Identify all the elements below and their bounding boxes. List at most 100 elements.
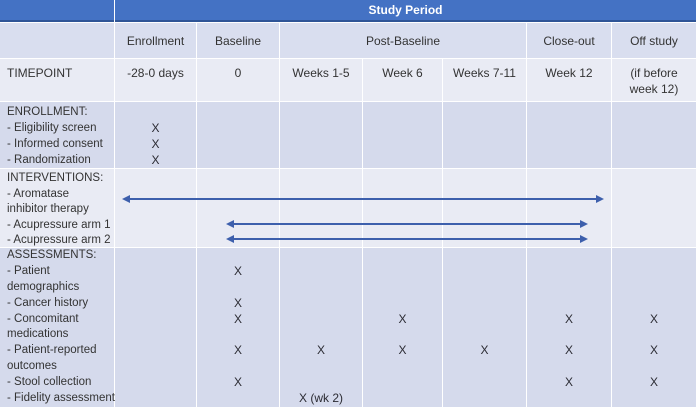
table-line [363, 375, 442, 391]
table-line [443, 264, 526, 280]
timepoint-weeks-1-5: Weeks 1-5 [280, 59, 362, 101]
table-line: X [151, 137, 160, 151]
enrollment-marks-baseline [197, 102, 279, 168]
table-line [612, 280, 696, 296]
column-header-enrollment: Enrollment [115, 23, 196, 58]
table-line: - Aromatase [7, 187, 69, 200]
table-line [443, 280, 526, 296]
table-line [197, 327, 279, 343]
table-line: inhibitor therapy [7, 203, 89, 216]
header-corner-cell [0, 23, 114, 58]
column-header-baseline: Baseline [197, 23, 279, 58]
table-line [363, 248, 442, 264]
table-line [612, 327, 696, 343]
table-line: - Cancer history [7, 296, 89, 309]
timepoint-weeks-7-11: Weeks 7-11 [443, 59, 526, 101]
table-line: X [151, 121, 160, 135]
table-line [527, 264, 611, 280]
table-line [280, 312, 362, 328]
table-line: X [233, 295, 242, 310]
table-line: - Acupressure arm 1 [7, 218, 111, 231]
interventions-cell-week-12 [527, 169, 611, 247]
interventions-cell-enrollment [115, 169, 196, 247]
table-line [443, 391, 526, 407]
assessments-label-cell: ASSESSMENTS: - Patient demographics - Cance… [0, 248, 116, 407]
table-line [527, 248, 611, 264]
table-line: - Eligibility screen [7, 122, 97, 134]
table-line [612, 248, 696, 264]
interventions-label-cell: INTERVENTIONS: - Aromatase inhibitor thera… [0, 169, 114, 247]
table-line [363, 359, 442, 375]
timepoint-label: TIMEPOINT [0, 59, 114, 101]
table-line: ASSESSMENTS: [7, 249, 97, 261]
table-line: X [649, 311, 658, 326]
table-line [612, 359, 696, 375]
table-line: X [649, 375, 658, 390]
column-header-post-baseline: Post-Baseline [280, 23, 526, 58]
table-line [612, 391, 696, 407]
table-line: - Acupressure arm 2 [7, 234, 111, 247]
table-line [527, 327, 611, 343]
table-line: X [564, 311, 573, 326]
table-line [197, 391, 279, 407]
table-line: - Patient [7, 264, 50, 277]
assessments-marks-week-12: X X X [527, 248, 611, 407]
table-line [280, 296, 362, 312]
table-line: X [564, 343, 573, 358]
table-line: X [233, 375, 242, 390]
table-line [363, 280, 442, 296]
enrollment-marks-week-12 [527, 102, 611, 168]
table-line: X [480, 343, 489, 358]
table-line [280, 248, 362, 264]
interventions-cell-weeks-7-11 [443, 169, 526, 247]
table-line [443, 327, 526, 343]
enrollment-marks-weeks-7-11 [443, 102, 526, 168]
enrollment-marks-weeks-1-5 [280, 102, 362, 168]
timepoint-week-6: Week 6 [363, 59, 442, 101]
interventions-cell-week-6 [363, 169, 442, 247]
table-line [197, 280, 279, 296]
table-line [280, 359, 362, 375]
table-line: X [316, 343, 325, 358]
table-line: medications [7, 328, 69, 341]
table-line [280, 280, 362, 296]
timepoint-baseline: 0 [197, 59, 279, 101]
table-line [443, 312, 526, 328]
assessments-marks-weeks-1-5: X X (wk 2) [280, 248, 362, 407]
table-line: X [398, 343, 407, 358]
table-line [443, 375, 526, 391]
table-line: - Fidelity assessment [7, 392, 116, 405]
table-line [612, 296, 696, 312]
table-line: ENROLLMENT: [7, 106, 88, 118]
assessments-marks-enrollment [115, 248, 196, 407]
interventions-cell-baseline [197, 169, 279, 247]
table-line [197, 359, 279, 375]
table-line: - Stool collection [7, 376, 92, 389]
table-line: X [233, 263, 242, 278]
banner-corner-cell [0, 0, 114, 22]
table-line [115, 104, 196, 120]
table-line: - Randomization [7, 154, 91, 166]
study-period-banner: Study Period [115, 0, 696, 22]
table-line: INTERVENTIONS: [7, 172, 104, 184]
interventions-cell-weeks-1-5 [280, 169, 362, 247]
table-line [527, 391, 611, 407]
enrollment-marks-week-6 [363, 102, 442, 168]
table-line: - Informed consent [7, 138, 103, 150]
table-line: X [151, 153, 160, 167]
table-line: X [649, 343, 658, 358]
timepoint-off-study: (if before week 12) [612, 59, 696, 101]
table-line [443, 296, 526, 312]
interventions-cell-off-study [612, 169, 696, 247]
table-line [527, 296, 611, 312]
table-line [363, 327, 442, 343]
table-line: outcomes [7, 360, 57, 373]
table-line [612, 264, 696, 280]
table-line [527, 359, 611, 375]
table-line [363, 296, 442, 312]
table-line: demographics [7, 280, 80, 293]
